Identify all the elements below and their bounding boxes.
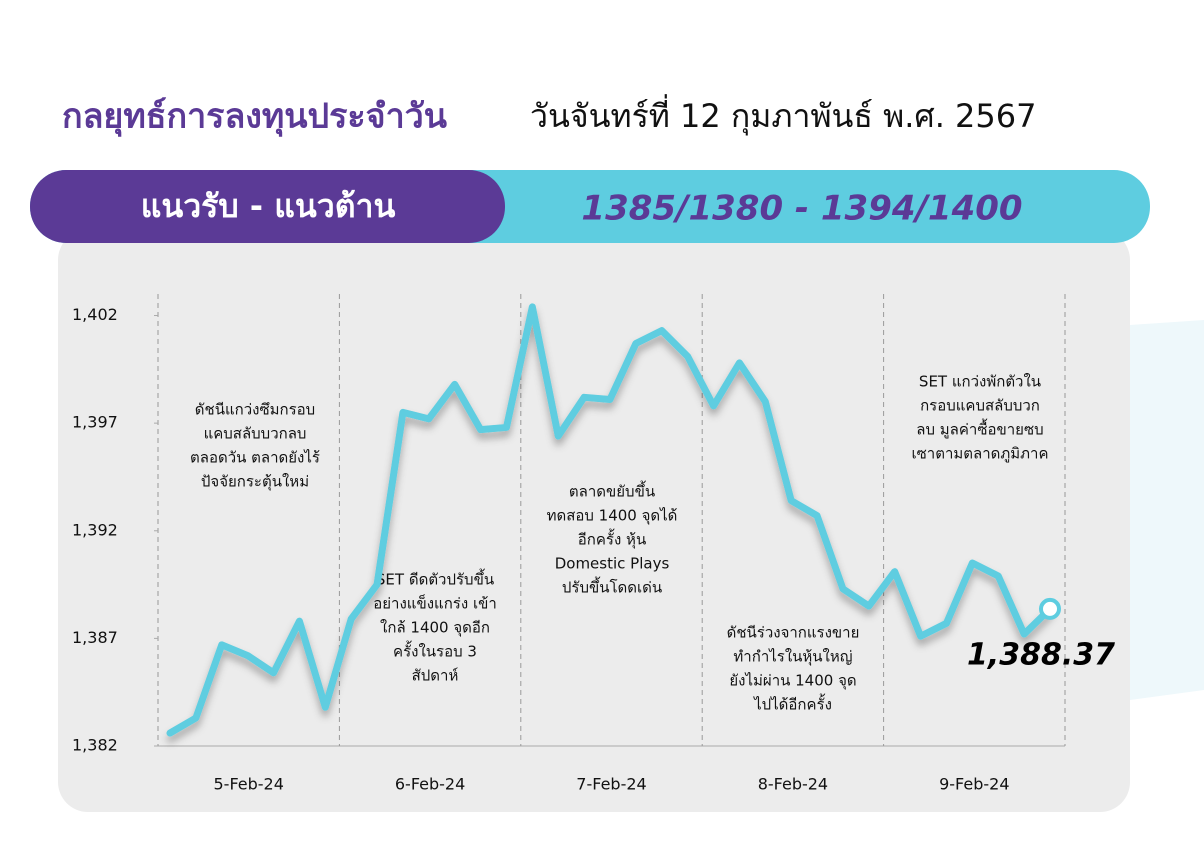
annotation: ใกล้ 1400 จุดอีก [380,619,490,638]
price-line [166,303,1054,737]
annotation: ทำกำไรในหุ้นใหญ่ [733,648,852,667]
x-tick-label: 7-Feb-24 [576,775,646,794]
annotation: อีกครั้ง หุ้น [578,529,646,550]
banner-levels: 1385/1380 - 1394/1400 [581,189,1022,229]
annotation: กรอบแคบสลับบวก [920,397,1040,415]
annotation: ไปได้อีกครั้ง [753,694,832,714]
y-tick-label: 1,402 [72,305,118,324]
annotation: สัปดาห์ [412,667,459,685]
x-tick-label: 9-Feb-24 [939,775,1009,794]
banner-label-bg [30,170,505,243]
x-tick-label: 6-Feb-24 [395,775,465,794]
last-point [1039,597,1061,620]
annotation: ทดสอบ 1400 จุดได้ [547,507,678,526]
annotation: ยังไม่ผ่าน 1400 จุด [729,672,856,691]
y-tick-label: 1,397 [72,413,118,432]
y-tick-label: 1,392 [72,520,118,539]
annotation: ครั้งในรอบ 3 [393,641,477,661]
date: วันจันทร์ที่ 12 กุมภาพันธ์ พ.ศ. 2567 [530,94,1036,136]
annotation: ปัจจัยกระตุ้นใหม่ [201,473,309,492]
annotation: ตลอดวัน ตลาดยังไร้ [190,449,320,467]
annotation: ดัชนีแกว่งซึมกรอบ [195,401,315,419]
annotation: แคบสลับบวกลบ [204,425,307,443]
x-tick-label: 8-Feb-24 [758,775,828,794]
annotation: ดัชนีร่วงจากแรงขาย [727,624,860,642]
y-tick-label: 1,382 [72,736,118,755]
annotation: SET ดีดตัวปรับขึ้น [376,569,494,589]
annotation: เซาตามตลาดภูมิภาค [912,445,1049,463]
decor [1130,320,1204,700]
annotation: อย่างแข็งแกร่ง เข้า [373,594,497,613]
y-tick-label: 1,387 [72,628,118,647]
banner-label: แนวรับ - แนวต้าน [141,187,396,225]
x-tick-label: 5-Feb-24 [213,775,283,794]
value-label: 1,388.37 [967,637,1115,672]
annotation: ปรับขึ้นโดดเด่น [562,577,662,597]
title: กลยุทธ์การลงทุนประจำวัน [62,97,447,138]
annotation: ตลาดขยับขึ้น [569,481,655,501]
annotation: SET แกว่งพักตัวใน [919,373,1041,391]
panel [58,230,1130,812]
annotation: ลบ มูลค่าซื้อขายซบ [916,419,1043,439]
annotation: Domestic Plays [555,555,670,573]
